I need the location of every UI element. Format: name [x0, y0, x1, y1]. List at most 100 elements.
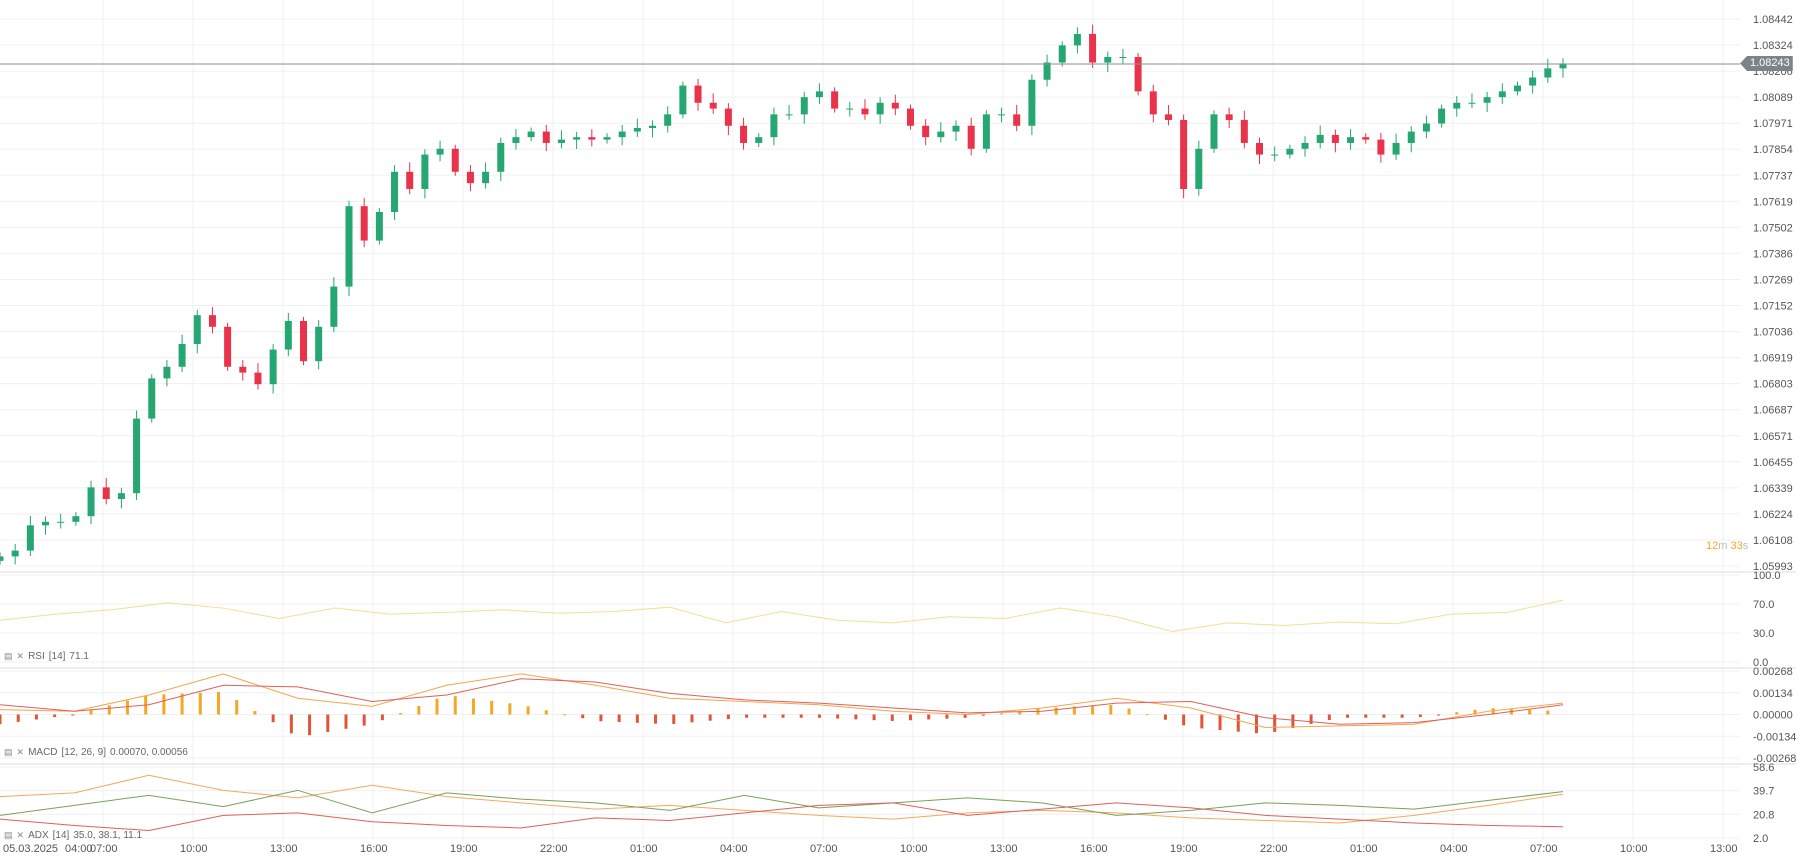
settings-icon[interactable]: ▤ [4, 830, 13, 840]
macd-histogram-bar [945, 714, 949, 719]
macd-histogram-bar [1072, 706, 1076, 715]
rsi-tick-label: 70.0 [1753, 599, 1774, 611]
macd-histogram-bar [654, 714, 658, 724]
settings-icon[interactable]: ▤ [4, 747, 13, 757]
candle-up [42, 521, 50, 526]
candle-up [345, 206, 353, 287]
candle-up [785, 114, 793, 116]
candle-down [967, 125, 975, 149]
candle-down [1256, 142, 1264, 155]
macd-histogram-bar [308, 714, 312, 736]
macd-histogram-bar [162, 694, 166, 715]
macd-histogram-bar [417, 705, 421, 715]
candle-up [284, 320, 292, 350]
time-tick-label: 04:00 [1440, 843, 1468, 855]
macd-histogram-bar [763, 714, 767, 718]
candle-up [482, 171, 490, 184]
candle-up [1483, 97, 1491, 103]
close-icon[interactable]: ✕ [16, 747, 25, 757]
candle-up [1058, 45, 1066, 63]
rsi-value: 71.1 [69, 651, 89, 662]
candle-up [679, 85, 687, 115]
price-tick-label: 1.06919 [1753, 353, 1793, 365]
candle-up [421, 154, 429, 189]
candle-down [406, 171, 414, 189]
rsi-tick-label: 100.0 [1753, 570, 1781, 582]
candle-up [1392, 142, 1400, 155]
macd-histogram-bar [581, 714, 585, 719]
candle-up [148, 378, 156, 419]
macd-tick-label: 0.00134 [1753, 688, 1793, 700]
time-tick-label: 13:00 [1710, 843, 1738, 855]
candle-down [906, 108, 914, 126]
adx-line [0, 774, 1564, 824]
macd-histogram-bar [1455, 712, 1459, 715]
price-tick-label: 1.07619 [1753, 196, 1793, 208]
candle-up [315, 326, 323, 362]
macd-tick-label: 0.00000 [1753, 710, 1793, 722]
candle-up [937, 131, 945, 138]
time-tick-label: 04:00 [720, 843, 748, 855]
macd-histogram-bar [198, 692, 202, 715]
time-tick-label: 10:00 [180, 843, 208, 855]
macd-tick-label: 0.00268 [1753, 666, 1793, 678]
macd-histogram-bar [508, 703, 512, 715]
macd-histogram-bar [526, 706, 530, 715]
candle-down [709, 102, 717, 109]
macd-histogram-bar [1346, 714, 1350, 718]
rsi-tick-label: 0.0 [1753, 657, 1768, 669]
close-icon[interactable]: ✕ [16, 651, 25, 661]
macd-histogram-bar [217, 691, 221, 715]
macd-histogram-bar [1309, 714, 1313, 724]
candle-up [755, 137, 763, 143]
settings-icon[interactable]: ▤ [4, 651, 13, 661]
macd-histogram-bar [34, 714, 38, 720]
candle-down [1164, 114, 1172, 120]
candle-up [982, 114, 990, 149]
candle-up [815, 91, 823, 98]
panes [0, 571, 1796, 831]
candles [0, 24, 1567, 565]
macd-histogram-bar [672, 714, 676, 724]
candle-up [1529, 77, 1537, 86]
candle-down [1089, 33, 1097, 63]
macd-histogram-bar [745, 714, 749, 718]
price-tick-label: 1.07036 [1753, 327, 1793, 339]
macd-histogram-bar [289, 714, 293, 734]
macd-histogram-bar [599, 714, 603, 722]
adx-tick-label: 58.6 [1753, 762, 1774, 774]
price-tick-label: 1.06803 [1753, 379, 1793, 391]
candle-countdown: 12m 33s [1706, 540, 1748, 552]
macd-histogram-bar [1018, 710, 1022, 715]
candle-up [26, 525, 34, 551]
close-icon[interactable]: ✕ [16, 830, 25, 840]
rsi-params: [14] [48, 651, 66, 662]
macd-histogram-bar [1109, 705, 1113, 715]
macd-histogram-bar [107, 705, 111, 715]
time-tick-label: 22:00 [1260, 843, 1288, 855]
macd-histogram-bar [1145, 714, 1149, 716]
macd-histogram-bar [1400, 714, 1404, 718]
candle-up [0, 556, 4, 561]
candle-up [618, 131, 626, 138]
macd-histogram-bar [235, 699, 239, 715]
macd-histogram-bar [1273, 714, 1277, 732]
macd-histogram-bar [781, 714, 785, 718]
macd-signal-line [0, 678, 1564, 725]
candle-up [1028, 79, 1036, 126]
time-tick-label: 16:00 [1080, 843, 1108, 855]
candle-down [1377, 139, 1385, 155]
price-tick-label: 1.06224 [1753, 509, 1793, 521]
time-tick-label: 07:00 [90, 843, 118, 855]
time-tick-label: 10:00 [1620, 843, 1648, 855]
macd-histogram-bar [1546, 710, 1550, 715]
candle-up [193, 315, 201, 344]
candle-up [11, 550, 19, 557]
macd-histogram-bar [908, 714, 912, 721]
price-tick-label: 1.08089 [1753, 92, 1793, 104]
macd-histogram-bar [1163, 714, 1167, 720]
candle-up [1104, 56, 1112, 63]
candle-up [133, 418, 141, 494]
macd-histogram-bar [16, 714, 20, 722]
